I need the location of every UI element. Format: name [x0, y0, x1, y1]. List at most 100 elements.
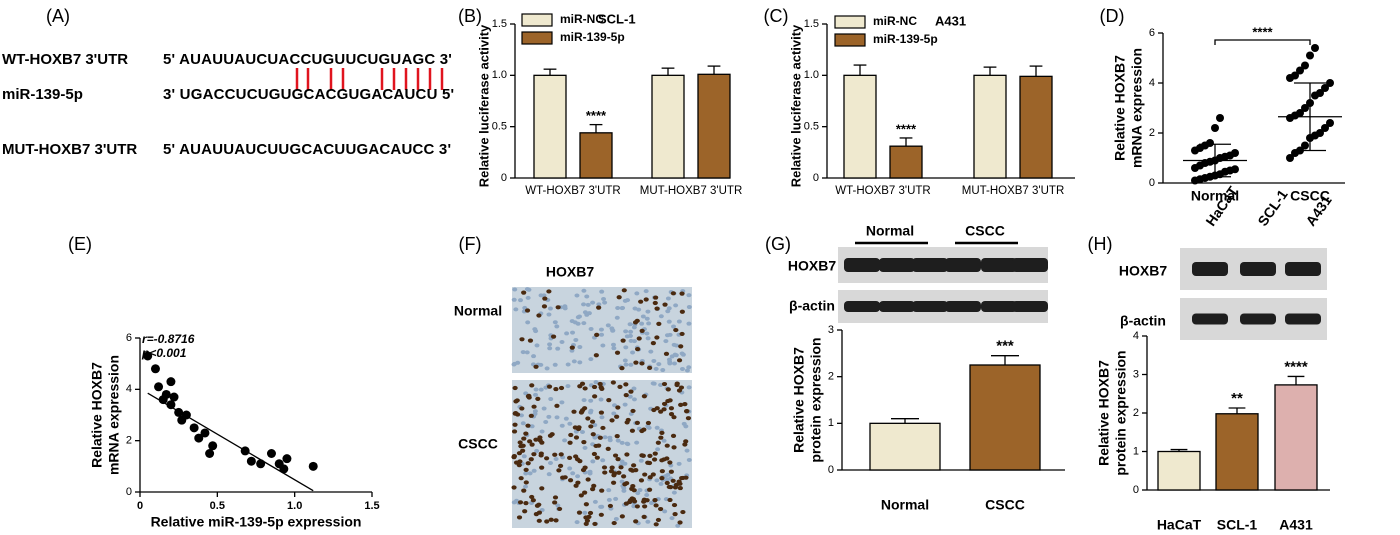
stained-nucleus	[646, 487, 653, 492]
stained-nucleus	[663, 351, 670, 356]
nucleus	[675, 523, 681, 528]
stained-nucleus	[587, 510, 594, 516]
y-tick-label: 1.0	[492, 69, 507, 81]
nucleus	[523, 391, 529, 396]
sequence: 5' AUAUUAUCUACCUGUUCUGUAGC 3'	[163, 51, 452, 68]
stained-nucleus	[655, 440, 661, 445]
stained-nucleus	[523, 480, 529, 485]
stained-nucleus	[682, 401, 688, 407]
y-axis-label: Relative HOXB7	[791, 347, 807, 453]
nucleus	[592, 499, 598, 504]
stained-nucleus	[671, 445, 677, 450]
stained-nucleus	[530, 498, 536, 503]
nucleus	[634, 440, 640, 445]
stained-nucleus	[624, 420, 630, 425]
point	[1296, 109, 1304, 117]
nucleus	[671, 490, 677, 495]
nucleus	[534, 448, 540, 453]
nucleus	[582, 510, 588, 515]
nucleus	[686, 457, 692, 462]
nucleus	[518, 298, 524, 303]
nucleus	[669, 516, 675, 521]
panel-label: (D)	[1100, 6, 1125, 26]
stained-nucleus	[552, 500, 558, 505]
y-tick-label: 6	[126, 332, 132, 344]
stained-nucleus	[583, 515, 589, 520]
nucleus	[559, 340, 565, 345]
stained-nucleus	[638, 299, 644, 304]
stained-nucleus	[636, 336, 642, 341]
nucleus	[559, 423, 565, 428]
stained-nucleus	[661, 381, 668, 387]
stained-nucleus	[518, 476, 524, 481]
blot-band	[1285, 262, 1321, 276]
stained-nucleus	[558, 385, 565, 391]
y-tick-label: 3	[1133, 368, 1139, 380]
stained-nucleus	[662, 302, 668, 307]
stained-nucleus	[679, 331, 685, 337]
point	[1301, 141, 1309, 150]
bar	[533, 74, 567, 179]
stained-nucleus	[679, 291, 685, 296]
y-tick-label: 0	[1133, 484, 1139, 496]
y-tick-label: 2	[828, 371, 834, 383]
blot-band	[1285, 313, 1321, 325]
nucleus	[600, 343, 606, 348]
stained-nucleus	[562, 475, 568, 480]
stained-nucleus	[615, 405, 621, 410]
nucleus	[598, 327, 604, 332]
chart-title: SCL-1	[598, 11, 636, 26]
nucleus	[654, 425, 660, 430]
point	[1326, 79, 1334, 87]
stained-nucleus	[664, 456, 670, 461]
nucleus	[546, 312, 552, 317]
stained-nucleus	[535, 396, 541, 401]
nucleus	[541, 293, 547, 298]
x-tick-label: WT-HOXB7 3'UTR	[835, 185, 930, 197]
stained-nucleus	[582, 406, 588, 411]
stained-nucleus	[528, 413, 534, 418]
stained-nucleus	[583, 502, 589, 507]
bar	[1157, 450, 1201, 491]
nucleus	[532, 327, 538, 332]
point	[1211, 124, 1219, 132]
nucleus	[515, 360, 521, 365]
nucleus	[573, 337, 579, 342]
nucleus	[588, 326, 594, 331]
stained-nucleus	[631, 463, 637, 468]
stained-nucleus	[644, 498, 650, 503]
stained-nucleus	[680, 509, 686, 515]
stained-nucleus	[557, 463, 564, 468]
nucleus	[526, 287, 532, 292]
stained-nucleus	[577, 384, 583, 389]
nucleus	[611, 346, 617, 351]
stained-nucleus	[631, 488, 637, 493]
y-tick-label: 0	[501, 172, 507, 184]
nucleus	[638, 458, 644, 463]
stained-nucleus	[658, 435, 664, 440]
stained-nucleus	[685, 416, 692, 421]
nucleus	[584, 294, 590, 299]
nucleus	[565, 384, 571, 389]
stained-nucleus	[511, 429, 518, 434]
nucleus	[624, 441, 630, 446]
nucleus	[631, 397, 637, 402]
nucleus	[663, 474, 669, 479]
panel-label: (H)	[1088, 234, 1113, 254]
nucleus	[658, 314, 664, 319]
x-tick-label: WT-HOXB7 3'UTR	[525, 185, 620, 197]
stained-nucleus	[667, 485, 674, 490]
stained-nucleus	[611, 520, 617, 526]
significance: ****	[1252, 24, 1273, 39]
stained-nucleus	[536, 502, 542, 507]
stained-nucleus	[683, 475, 689, 480]
stained-nucleus	[522, 509, 528, 514]
stained-nucleus	[542, 296, 548, 301]
stained-nucleus	[684, 409, 690, 414]
nucleus	[673, 303, 679, 308]
stained-nucleus	[677, 520, 683, 525]
nucleus	[686, 385, 692, 390]
stained-nucleus	[623, 393, 629, 398]
stained-nucleus	[641, 514, 647, 519]
nucleus	[518, 413, 524, 418]
